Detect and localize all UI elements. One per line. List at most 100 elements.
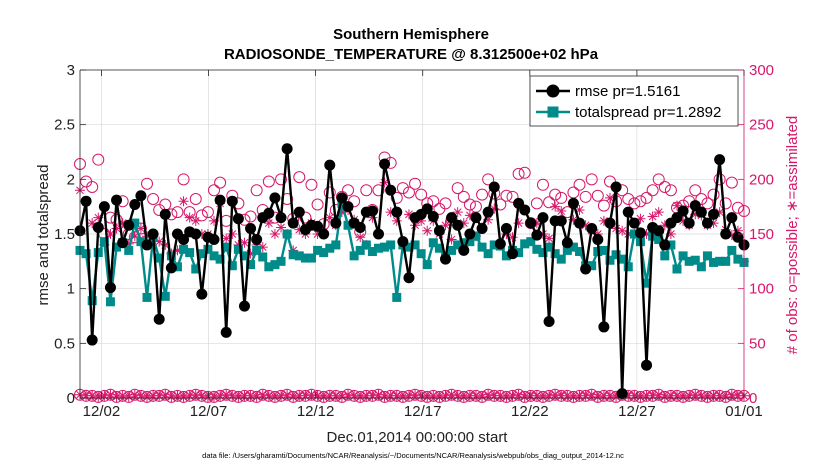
count-possible-point	[530, 197, 543, 210]
count-assimilated-point	[525, 390, 536, 401]
count-assimilated-point	[312, 229, 323, 239]
count-assimilated-point	[428, 390, 439, 401]
rmse-point	[372, 228, 384, 240]
totalspread-point	[690, 255, 700, 265]
rmse-point	[281, 143, 293, 155]
rmse-point	[543, 315, 555, 327]
totalspread-point	[191, 264, 201, 274]
rmse-point	[342, 201, 354, 213]
count-assimilated-point	[434, 391, 445, 402]
rmse-point	[354, 221, 366, 233]
rmse-point	[421, 203, 433, 215]
y2-tick-label: 150	[749, 226, 774, 243]
count-assimilated-point	[269, 391, 280, 402]
count-assimilated-point	[190, 215, 201, 226]
count-assimilated-point	[537, 391, 548, 402]
count-possible-point	[451, 182, 464, 195]
count-assimilated-point	[550, 389, 561, 400]
rmse-point	[86, 334, 98, 346]
rmse-point	[324, 159, 336, 171]
count-assimilated-point	[367, 212, 378, 223]
count-assimilated-point	[190, 389, 201, 400]
count-possible-point	[293, 171, 306, 184]
count-assimilated-point	[123, 238, 134, 249]
count-assimilated-point	[294, 390, 305, 401]
count-assimilated-point	[336, 207, 347, 218]
rmse-point	[336, 192, 348, 204]
count-assimilated-point	[355, 391, 366, 402]
rmse-point	[427, 211, 439, 223]
totalspread-point	[520, 239, 530, 249]
count-assimilated-point	[574, 390, 585, 401]
count-assimilated-point	[129, 389, 140, 400]
legend: rmse pr=1.5161 totalspread pr=1.2892	[529, 75, 739, 127]
count-assimilated-point	[410, 389, 421, 400]
count-assimilated-point	[117, 218, 128, 229]
rmse-point	[464, 228, 476, 240]
rmse-point	[391, 206, 403, 218]
rmse-point	[190, 228, 202, 240]
count-possible-point	[506, 190, 519, 203]
count-assimilated-point	[489, 390, 500, 401]
rmse-point	[616, 388, 628, 400]
count-assimilated-point	[288, 391, 299, 402]
count-assimilated-point	[489, 203, 500, 214]
count-assimilated-point	[129, 231, 140, 242]
count-assimilated-point	[708, 218, 719, 229]
count-assimilated-point	[513, 389, 524, 400]
count-possible-point	[415, 188, 428, 201]
count-assimilated-point	[172, 390, 183, 401]
count-assimilated-point	[184, 390, 195, 401]
totalspread-point	[172, 262, 182, 272]
count-possible-point	[360, 184, 373, 197]
y-tick-label: 2.5	[54, 117, 75, 134]
count-assimilated-point	[87, 218, 98, 229]
totalspread-point	[684, 256, 694, 266]
count-possible-point	[640, 191, 653, 204]
rmse-point	[153, 313, 165, 325]
totalspread-point	[252, 245, 262, 255]
count-assimilated-point	[257, 242, 268, 253]
rmse-point	[318, 228, 330, 240]
rmse-point	[555, 215, 567, 227]
rmse-point	[104, 282, 116, 294]
totalspread-point	[142, 292, 152, 302]
rmse-point	[117, 237, 129, 249]
rmse-point	[226, 195, 238, 207]
rmse-point	[507, 248, 519, 260]
x-tick-label: 12/22	[511, 403, 549, 420]
rmse-point	[525, 217, 537, 229]
count-assimilated-point	[373, 389, 384, 400]
count-assimilated-point	[440, 220, 451, 231]
count-assimilated-point	[379, 391, 390, 402]
totalspread-point	[575, 246, 585, 256]
count-assimilated-point	[385, 207, 396, 218]
totalspread-point	[221, 242, 231, 252]
totalspread-point	[642, 278, 652, 288]
x-tick-label: 12/17	[404, 403, 442, 420]
x-axis-label: Dec.01,2014 00:00:00 start	[327, 429, 509, 446]
count-possible-point	[512, 167, 525, 180]
count-assimilated-point	[379, 177, 390, 188]
count-assimilated-point	[355, 232, 366, 243]
count-assimilated-point	[105, 229, 116, 239]
count-assimilated-point	[178, 391, 189, 402]
count-assimilated-point	[391, 215, 402, 226]
count-assimilated-point	[324, 390, 335, 401]
totalspread-point	[702, 251, 712, 261]
count-possible-point	[555, 191, 568, 204]
totalspread-point	[587, 261, 597, 271]
y-axis-label: rmse and totalspread	[35, 165, 52, 306]
count-possible-point	[476, 188, 489, 201]
count-assimilated-point	[647, 390, 658, 401]
count-possible-point	[634, 195, 647, 208]
count-assimilated-point	[349, 390, 360, 401]
totalspread-point	[343, 220, 353, 230]
totalspread-point	[215, 254, 225, 264]
count-assimilated-point	[635, 391, 646, 402]
count-possible-point	[707, 188, 720, 201]
count-possible-point	[725, 176, 738, 189]
count-possible-point	[518, 166, 531, 179]
totalspread-point	[81, 249, 91, 259]
